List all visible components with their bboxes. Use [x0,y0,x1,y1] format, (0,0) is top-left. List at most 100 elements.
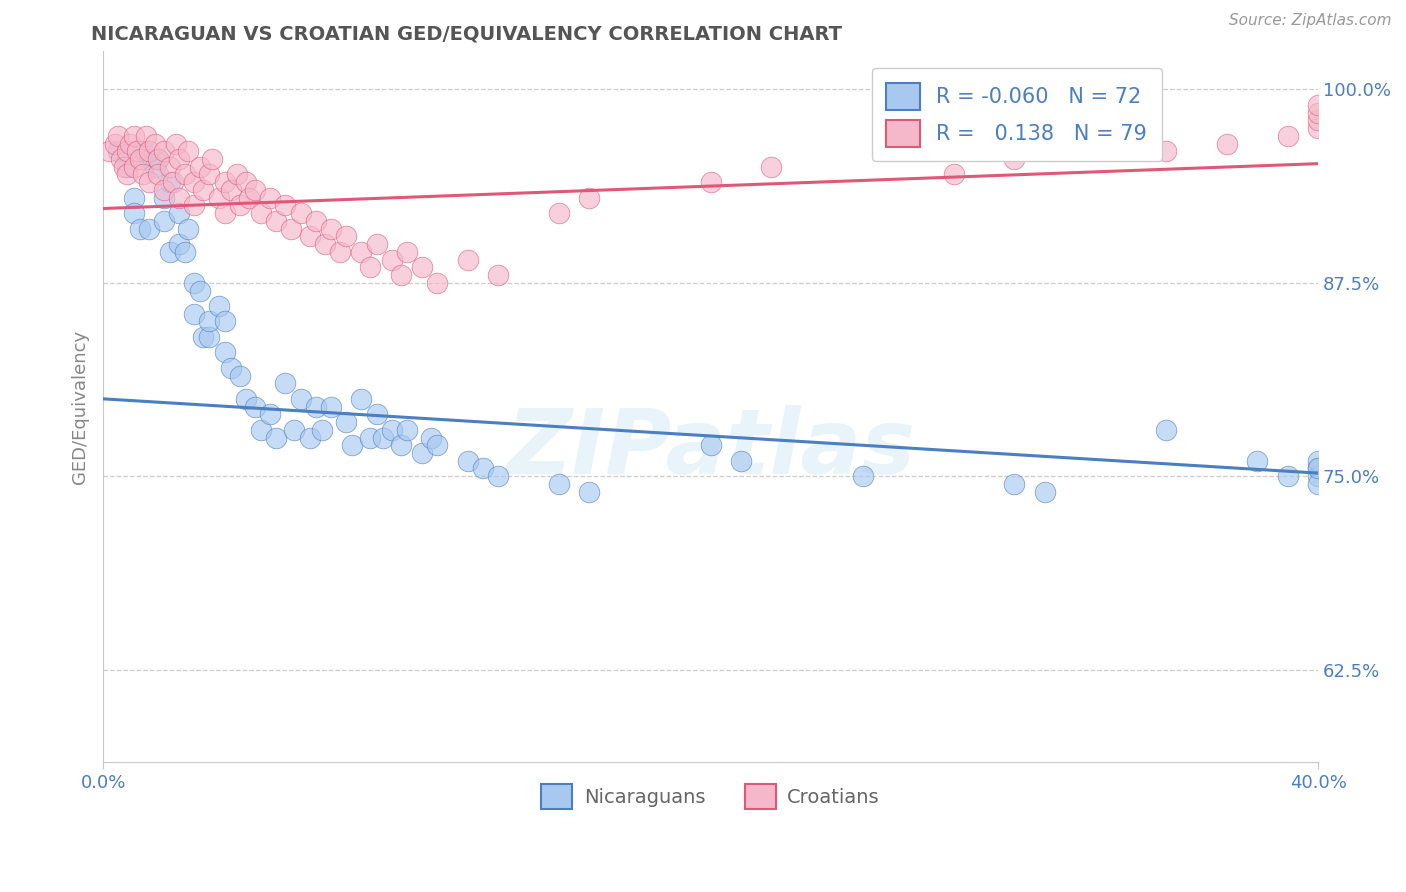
Point [1308,105,1330,120]
Point [280,221,302,235]
Point [117,160,139,174]
Point [290,392,312,406]
Point [259,191,281,205]
Point [112,160,135,174]
Point [389,268,412,282]
Point [395,423,418,437]
Point [359,260,381,275]
Point [1308,454,1330,468]
Point [366,237,388,252]
Point [107,128,129,143]
Point [174,244,197,259]
Point [1033,484,1056,499]
Point [138,145,160,159]
Point [229,198,252,212]
Point [159,175,181,189]
Point [264,214,287,228]
Point [578,191,600,205]
Point [214,206,236,220]
Point [1308,469,1330,483]
Legend: Nicaraguans, Croatians: Nicaraguans, Croatians [533,776,887,817]
Point [225,168,247,182]
Point [174,168,197,182]
Point [350,244,373,259]
Point [167,206,190,220]
Point [1246,454,1268,468]
Point [165,136,187,151]
Point [305,214,328,228]
Point [342,438,364,452]
Point [104,136,127,151]
Point [311,423,333,437]
Point [1308,477,1330,491]
Point [1002,477,1025,491]
Point [350,392,373,406]
Point [162,175,184,189]
Point [274,198,297,212]
Point [420,430,443,444]
Point [138,175,160,189]
Point [1154,145,1177,159]
Point [183,198,205,212]
Point [214,175,236,189]
Point [457,454,479,468]
Point [128,221,150,235]
Point [547,477,569,491]
Point [146,152,169,166]
Point [146,152,169,166]
Point [235,392,257,406]
Point [1308,113,1330,128]
Point [319,400,342,414]
Point [153,191,176,205]
Point [159,244,181,259]
Point [235,175,257,189]
Point [486,268,509,282]
Point [319,221,342,235]
Point [107,145,129,159]
Point [138,152,160,166]
Point [371,430,394,444]
Point [219,360,242,375]
Point [314,237,336,252]
Point [193,330,215,344]
Point [143,136,166,151]
Point [730,454,752,468]
Point [117,168,139,182]
Point [131,168,153,182]
Point [219,183,242,197]
Point [193,183,215,197]
Point [122,206,145,220]
Point [761,160,783,174]
Point [98,145,121,159]
Point [122,160,145,174]
Point [298,430,321,444]
Text: Source: ZipAtlas.com: Source: ZipAtlas.com [1229,13,1392,29]
Point [471,461,494,475]
Point [117,145,139,159]
Point [183,307,205,321]
Point [942,168,965,182]
Point [177,145,200,159]
Point [128,152,150,166]
Point [283,423,305,437]
Point [122,128,145,143]
Point [1277,128,1299,143]
Point [699,175,721,189]
Point [264,430,287,444]
Point [183,175,205,189]
Point [177,221,200,235]
Point [188,284,211,298]
Point [167,152,190,166]
Text: NICARAGUAN VS CROATIAN GED/EQUIVALENCY CORRELATION CHART: NICARAGUAN VS CROATIAN GED/EQUIVALENCY C… [91,25,842,44]
Point [411,260,433,275]
Point [486,469,509,483]
Point [1308,461,1330,475]
Point [290,206,312,220]
Point [298,229,321,244]
Point [1154,423,1177,437]
Point [411,446,433,460]
Point [153,183,176,197]
Point [426,438,449,452]
Point [214,314,236,328]
Point [381,423,404,437]
